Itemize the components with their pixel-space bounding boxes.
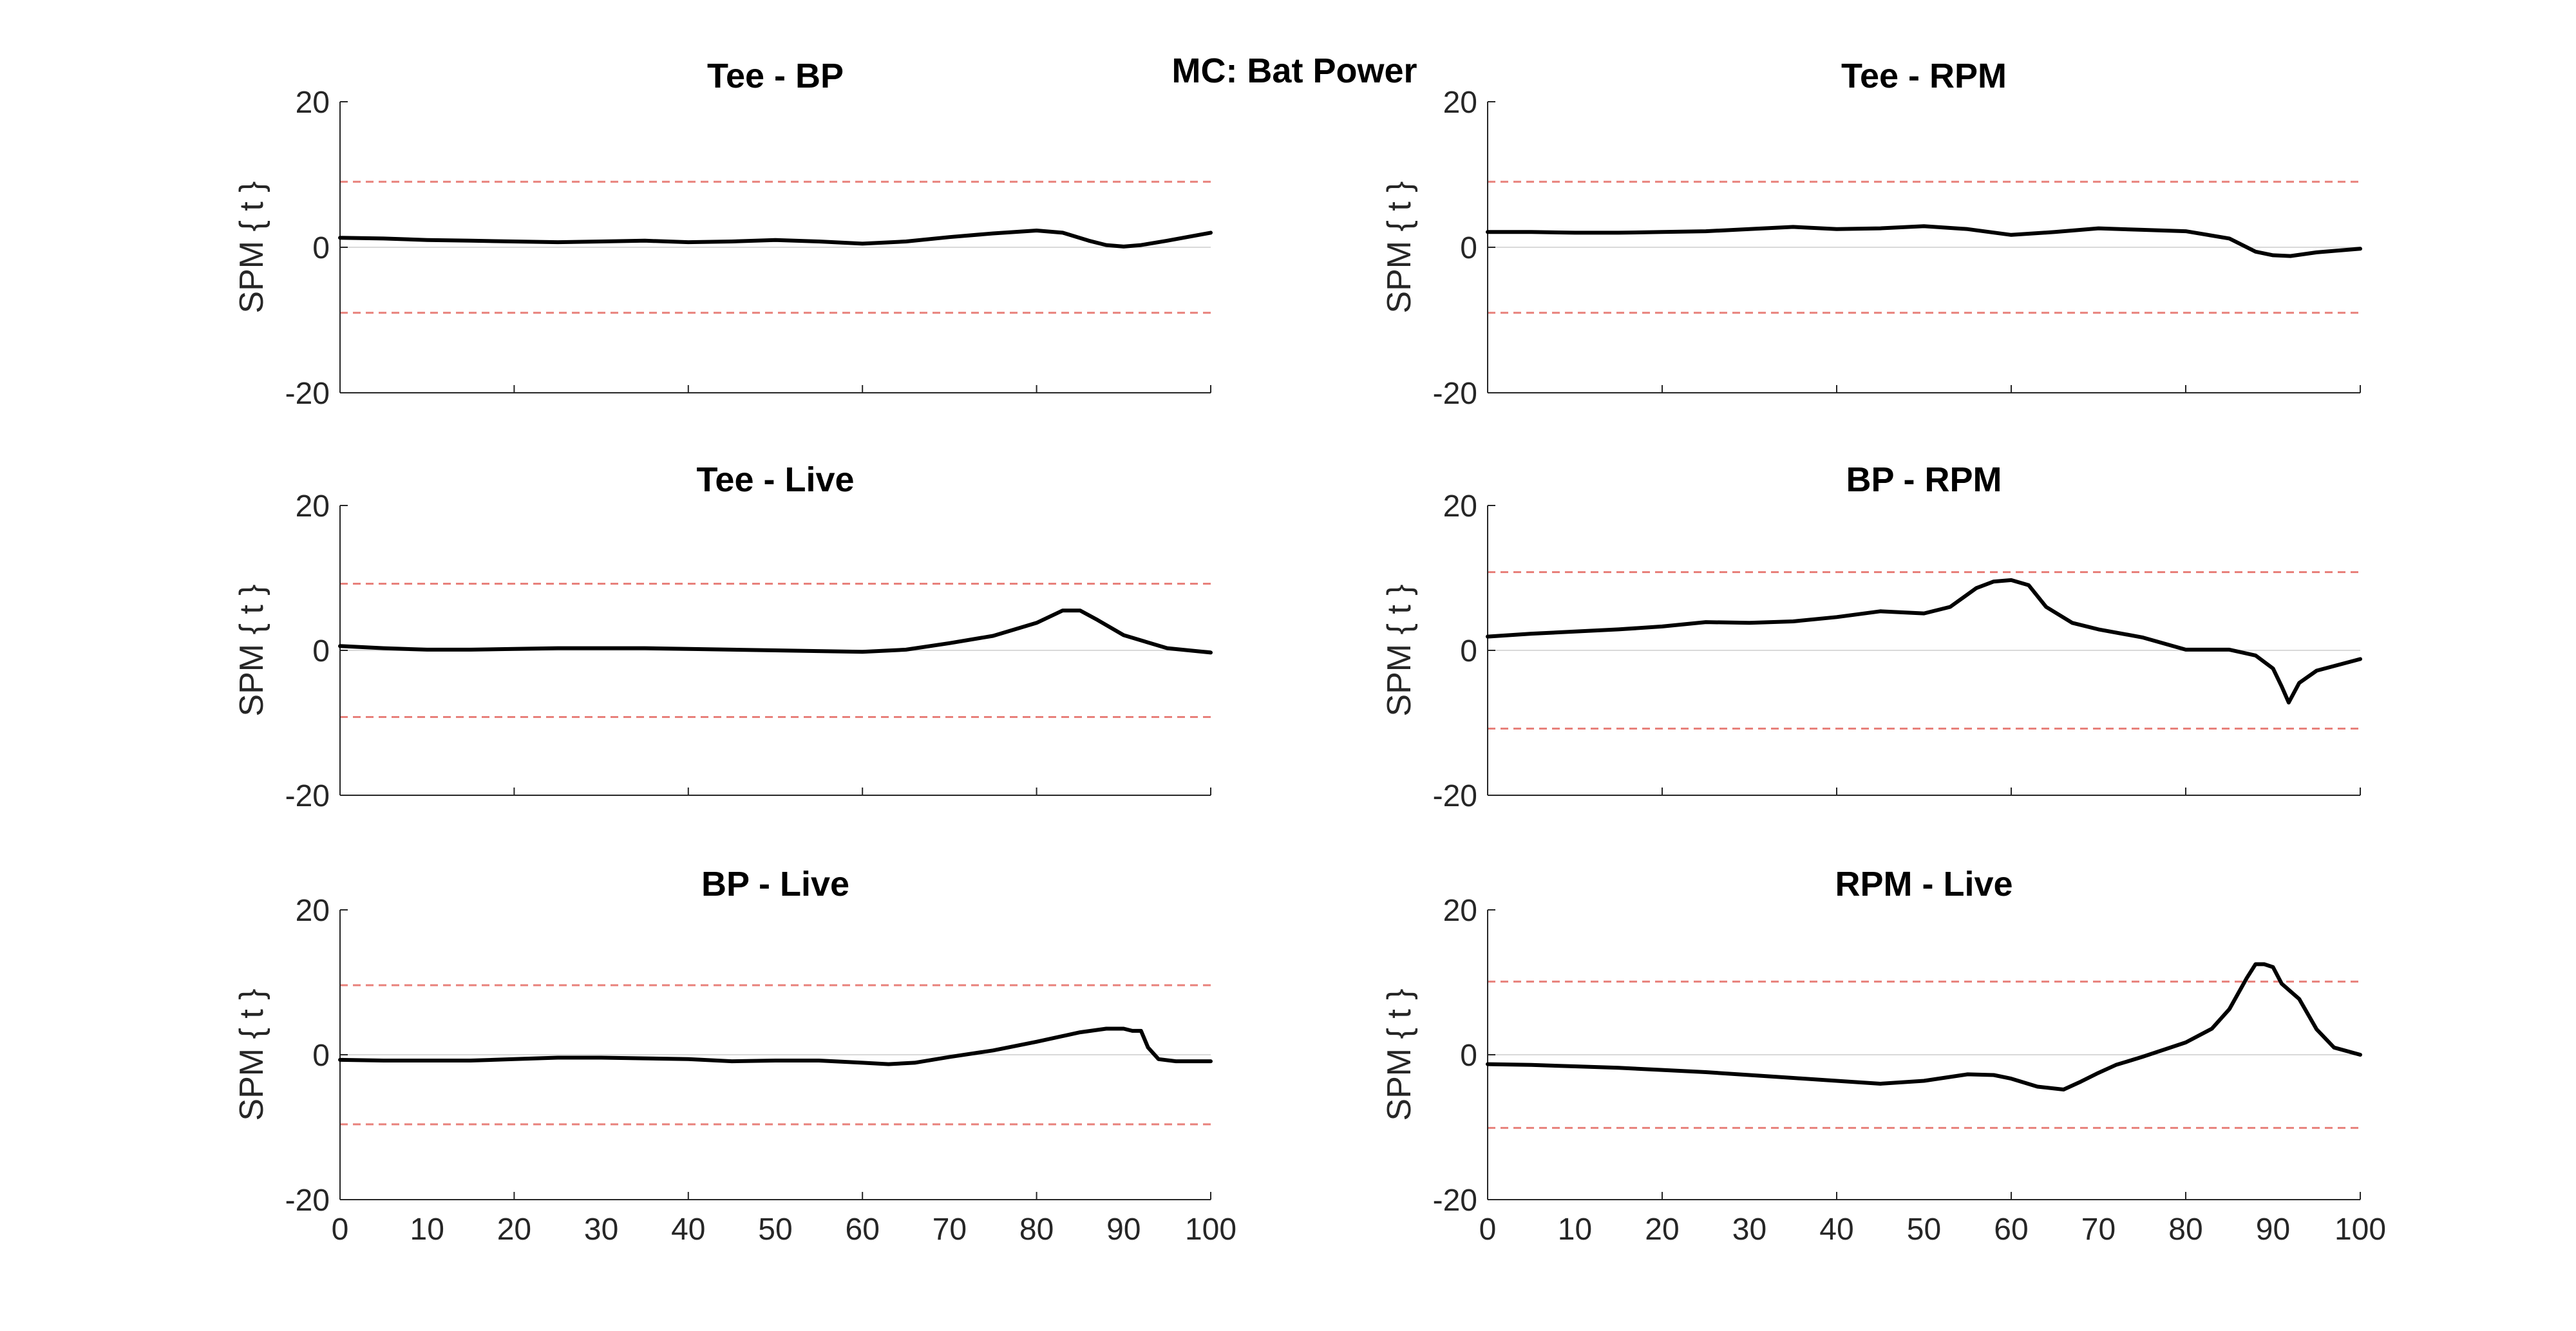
subplot-title: BP - Live (701, 865, 849, 903)
spm-curve (338, 1026, 1213, 1066)
x-tick-label: 20 (1645, 1213, 1679, 1247)
y-tick-label: -20 (1433, 1184, 1477, 1218)
y-tick-label: 0 (312, 231, 330, 265)
subplot-1: -20 0 20 SPM { t } Tee - BP (233, 57, 1213, 411)
x-tick-label: 100 (2334, 1213, 2386, 1247)
spm-curve (1486, 962, 2362, 1091)
y-tick-label: 0 (312, 634, 330, 668)
subplot-title: Tee - Live (696, 460, 854, 499)
subplot-3: -20 0 20 SPM { t } Tee - Live (233, 460, 1213, 813)
subplot-title: RPM - Live (1835, 865, 2012, 903)
y-tick-label: 20 (296, 86, 330, 120)
x-tick-label: 0 (1479, 1213, 1497, 1247)
spm-curve (338, 229, 1213, 249)
y-axis-label: SPM { t } (233, 584, 270, 716)
x-tick-label: 90 (1106, 1213, 1141, 1247)
figure-title: MC: Bat Power (1171, 52, 1417, 90)
spm-curve (338, 609, 1213, 655)
y-tick-label: -20 (1433, 779, 1477, 813)
y-axis-label: SPM { t } (1381, 988, 1418, 1120)
subplot-2: -20 0 20 SPM { t } Tee - RPM (1381, 57, 2362, 411)
x-tick-label: 10 (1558, 1213, 1592, 1247)
spm-curve (1486, 578, 2362, 704)
subplot-title: Tee - RPM (1841, 57, 2007, 95)
x-tick-label: 100 (1185, 1213, 1236, 1247)
x-tick-label: 50 (1907, 1213, 1941, 1247)
x-tick-label: 40 (1819, 1213, 1853, 1247)
subplot-title: BP - RPM (1846, 460, 2002, 499)
y-tick-label: -20 (285, 377, 330, 411)
x-tick-label: 40 (671, 1213, 705, 1247)
x-tick-label: 70 (933, 1213, 967, 1247)
subplot-4: -20 0 20 SPM { t } BP - RPM (1381, 460, 2362, 813)
x-tick-label: 0 (332, 1213, 349, 1247)
y-tick-label: 0 (1460, 231, 1477, 265)
y-tick-label: 0 (1460, 634, 1477, 668)
y-tick-label: 20 (296, 489, 330, 524)
x-tick-label: 10 (410, 1213, 444, 1247)
x-tick-label: 90 (2256, 1213, 2290, 1247)
x-tick-label: 80 (2168, 1213, 2202, 1247)
x-tick-label: 60 (1994, 1213, 2028, 1247)
y-tick-label: 20 (1443, 489, 1477, 524)
y-tick-label: 20 (296, 894, 330, 928)
y-axis-label: SPM { t } (233, 181, 270, 313)
y-tick-label: -20 (285, 1184, 330, 1218)
y-axis-label: SPM { t } (1381, 584, 1418, 716)
y-tick-label: 0 (312, 1039, 330, 1073)
x-tick-label: 50 (758, 1213, 792, 1247)
y-tick-label: 20 (1443, 894, 1477, 928)
x-tick-label: 30 (584, 1213, 618, 1247)
y-axis-label: SPM { t } (1381, 181, 1418, 313)
y-tick-label: 0 (1460, 1039, 1477, 1073)
x-tick-label: 60 (846, 1213, 880, 1247)
x-tick-label: 80 (1019, 1213, 1054, 1247)
x-tick-label: 30 (1732, 1213, 1766, 1247)
spm-curve (1486, 224, 2362, 258)
subplot-title: Tee - BP (707, 57, 844, 95)
y-tick-label: 20 (1443, 86, 1477, 120)
x-tick-label: 70 (2081, 1213, 2116, 1247)
y-tick-label: -20 (1433, 377, 1477, 411)
x-tick-label: 20 (497, 1213, 531, 1247)
y-axis-label: SPM { t } (233, 988, 270, 1120)
y-tick-label: -20 (285, 779, 330, 813)
